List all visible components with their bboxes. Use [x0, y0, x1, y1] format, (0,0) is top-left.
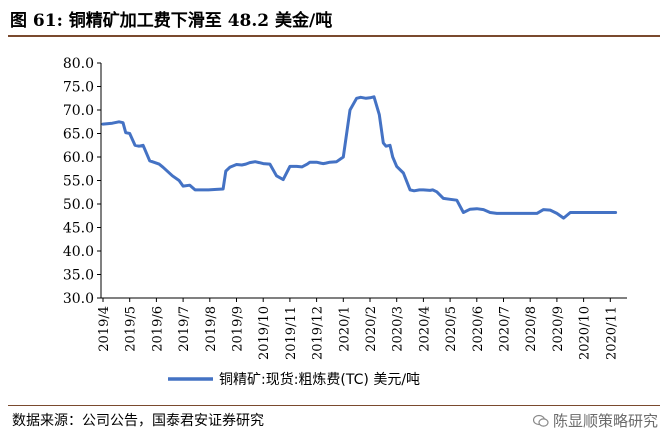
x-tick-label: 2020/3	[391, 306, 406, 352]
x-tick-label: 2019/8	[204, 306, 219, 352]
x-tick-label: 2020/11	[604, 306, 619, 360]
source-note: 数据来源：公司公告，国泰君安证券研究	[12, 413, 264, 429]
y-tick-label: 50.0	[63, 197, 94, 213]
plot-area	[101, 95, 618, 220]
x-tick-label: 2019/11	[284, 306, 299, 360]
watermark: 陈显顺策略研究	[532, 410, 658, 431]
y-tick-label: 80.0	[63, 56, 94, 72]
x-tick-label: 2020/8	[524, 306, 539, 352]
x-tick-label: 2019/7	[177, 306, 192, 352]
x-tick-label: 2020/9	[551, 306, 566, 352]
y-tick-label: 60.0	[63, 150, 94, 166]
title-rule	[8, 35, 660, 37]
x-tick-label: 2019/12	[311, 306, 326, 360]
x-tick-label: 2020/4	[417, 306, 432, 352]
x-tick-label: 2020/1	[337, 306, 352, 352]
y-tick-label: 55.0	[63, 174, 94, 190]
y-tick-label: 45.0	[63, 221, 94, 237]
x-tick-label: 2019/6	[150, 306, 165, 352]
x-tick-label: 2020/7	[498, 306, 513, 352]
watermark-text: 陈显顺策略研究	[552, 412, 658, 430]
y-axis: 80.0 75.0 70.0 65.0 60.0 55.0 50.0 45.0 40.0 35.0…	[63, 56, 102, 307]
x-tick-label: 2019/10	[257, 306, 272, 360]
x-tick-label: 2019/9	[231, 306, 246, 352]
x-tick-label: 2020/6	[471, 306, 486, 352]
y-tick-label: 40.0	[63, 244, 94, 260]
y-tick-label: 30.0	[63, 291, 94, 307]
y-tick-label: 70.0	[63, 103, 94, 119]
x-tick-label: 2019/5	[124, 306, 139, 352]
x-tick-label: 2020/2	[364, 306, 379, 352]
x-tick-label: 2020/10	[578, 306, 593, 360]
y-tick-label: 65.0	[63, 127, 94, 143]
source-rule	[8, 405, 660, 406]
x-tick-label: 2020/5	[444, 306, 459, 352]
legend: 铜精矿:现货:粗炼费(TC) 美元/吨	[168, 371, 420, 388]
wechat-icon	[532, 414, 549, 427]
series-line	[101, 95, 618, 220]
x-axis: 2019/4 2019/5 2019/6 2019/7 2019/8 2019/9 2019…	[97, 297, 627, 360]
x-tick-label: 2019/4	[97, 306, 112, 352]
chart-title: 图 61: 铜精矿加工费下滑至 48.2 美金/吨	[10, 11, 333, 31]
legend-label: 铜精矿:现货:粗炼费(TC) 美元/吨	[219, 371, 420, 388]
y-tick-label: 75.0	[63, 80, 94, 96]
y-tick-label: 35.0	[63, 268, 94, 284]
